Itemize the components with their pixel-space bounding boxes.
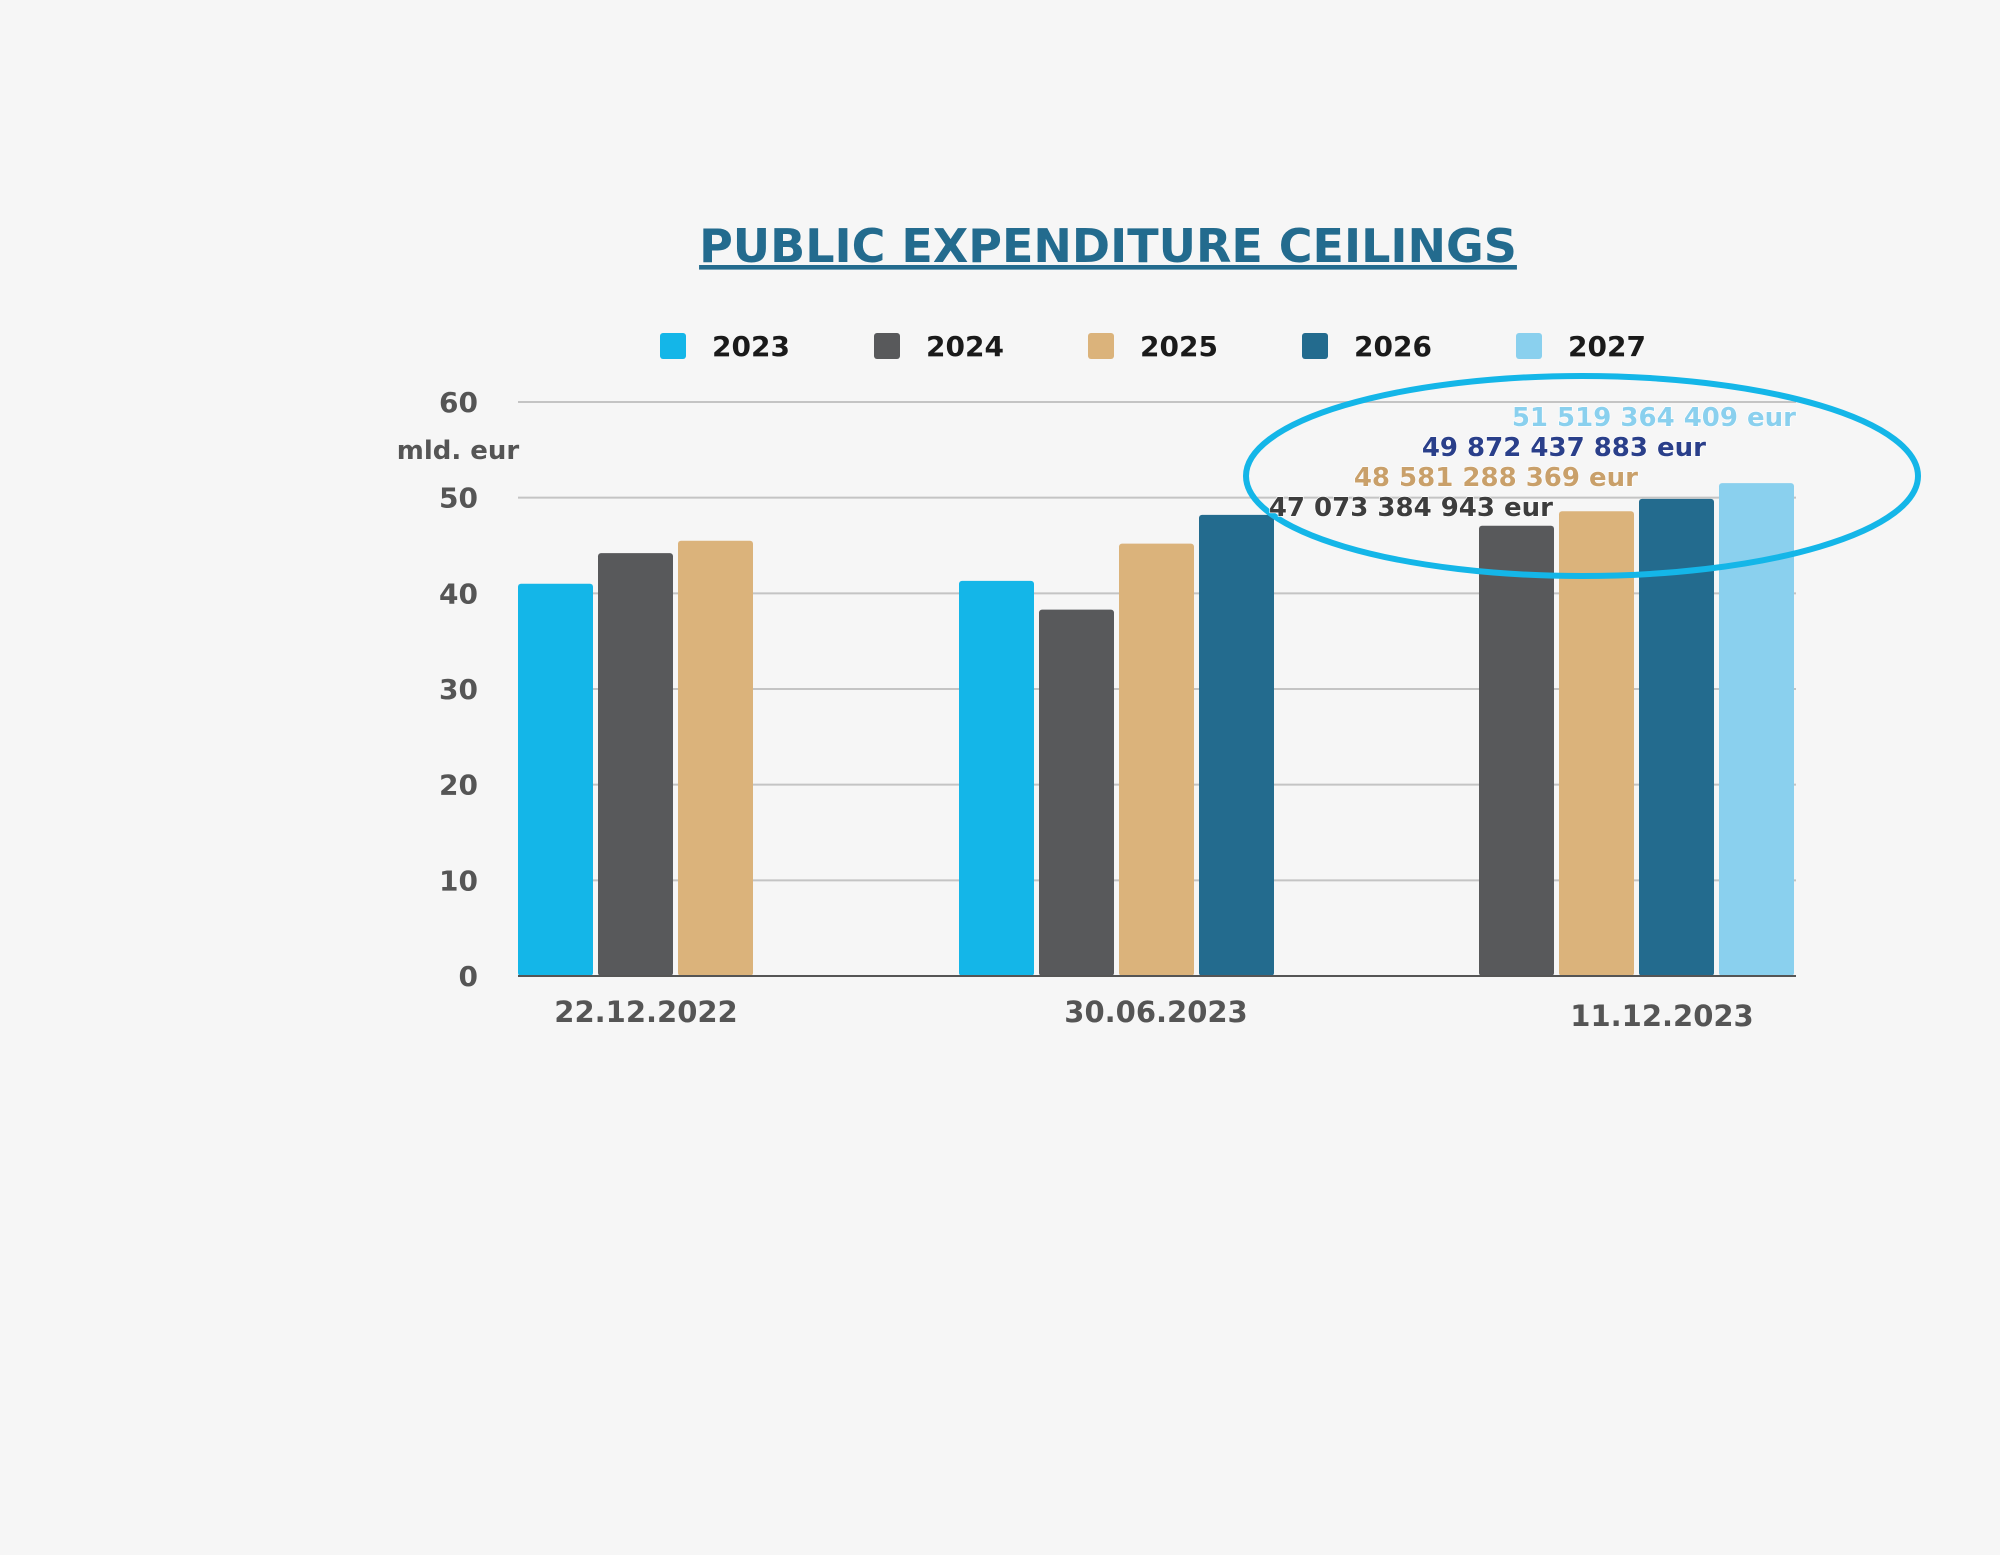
bar-2026-11.12.2023 bbox=[1639, 498, 1714, 976]
y-axis-ticks: 0 10 20 30 40 50 60 bbox=[439, 386, 478, 993]
value-annotation: 51 519 364 409 eur bbox=[1512, 403, 1796, 433]
bar-2025-11.12.2023 bbox=[1559, 511, 1634, 976]
highlight-ellipse bbox=[1243, 373, 1921, 579]
legend: 2023 2024 2025 2026 2027 bbox=[660, 330, 1646, 363]
legend-swatch bbox=[874, 333, 900, 359]
legend-item: 2024 bbox=[874, 330, 1004, 363]
legend-label: 2025 bbox=[1140, 330, 1218, 363]
y-axis-label: mld. eur bbox=[397, 436, 520, 466]
bar-2024-30.06.2023 bbox=[1039, 609, 1114, 976]
x-tick-label: 30.06.2023 bbox=[1064, 995, 1247, 1029]
value-annotation: 49 872 437 883 eur bbox=[1422, 433, 1706, 463]
x-tick-label: 11.12.2023 bbox=[1570, 999, 1753, 1033]
bar-2025-30.06.2023 bbox=[1119, 543, 1194, 976]
legend-item: 2023 bbox=[660, 330, 790, 363]
legend-swatch bbox=[1516, 333, 1542, 359]
bar-2025-22.12.2022 bbox=[678, 540, 753, 976]
legend-label: 2026 bbox=[1354, 330, 1432, 363]
legend-swatch bbox=[660, 333, 686, 359]
chart-title: PUBLIC EXPENDITURE CEILINGS bbox=[699, 219, 1517, 273]
y-tick-label: 10 bbox=[439, 864, 478, 897]
y-tick-label: 0 bbox=[459, 960, 478, 993]
bar-2024-11.12.2023 bbox=[1479, 525, 1554, 976]
y-tick-label: 30 bbox=[439, 673, 478, 706]
x-axis-labels: 22.12.2022 30.06.2023 11.12.2023 bbox=[554, 995, 1753, 1033]
value-annotation: 47 073 384 943 eur bbox=[1269, 493, 1553, 523]
x-tick-label: 22.12.2022 bbox=[554, 995, 737, 1029]
legend-label: 2023 bbox=[712, 330, 790, 363]
legend-swatch bbox=[1302, 333, 1328, 359]
legend-label: 2027 bbox=[1568, 330, 1646, 363]
legend-item: 2025 bbox=[1088, 330, 1218, 363]
legend-label: 2024 bbox=[926, 330, 1004, 363]
legend-item: 2027 bbox=[1516, 330, 1646, 363]
y-tick-label: 60 bbox=[439, 386, 478, 419]
bar-2027-11.12.2023 bbox=[1719, 483, 1794, 976]
y-tick-label: 50 bbox=[439, 482, 478, 515]
bars bbox=[518, 483, 1794, 976]
legend-item: 2026 bbox=[1302, 330, 1432, 363]
bar-2023-22.12.2022 bbox=[518, 583, 593, 976]
value-annotation: 48 581 288 369 eur bbox=[1354, 463, 1638, 493]
bar-2023-30.06.2023 bbox=[959, 580, 1034, 976]
y-tick-label: 40 bbox=[439, 577, 478, 610]
y-tick-label: 20 bbox=[439, 769, 478, 802]
bar-2024-22.12.2022 bbox=[598, 553, 673, 976]
bar-2026-30.06.2023 bbox=[1199, 514, 1274, 976]
legend-swatch bbox=[1088, 333, 1114, 359]
